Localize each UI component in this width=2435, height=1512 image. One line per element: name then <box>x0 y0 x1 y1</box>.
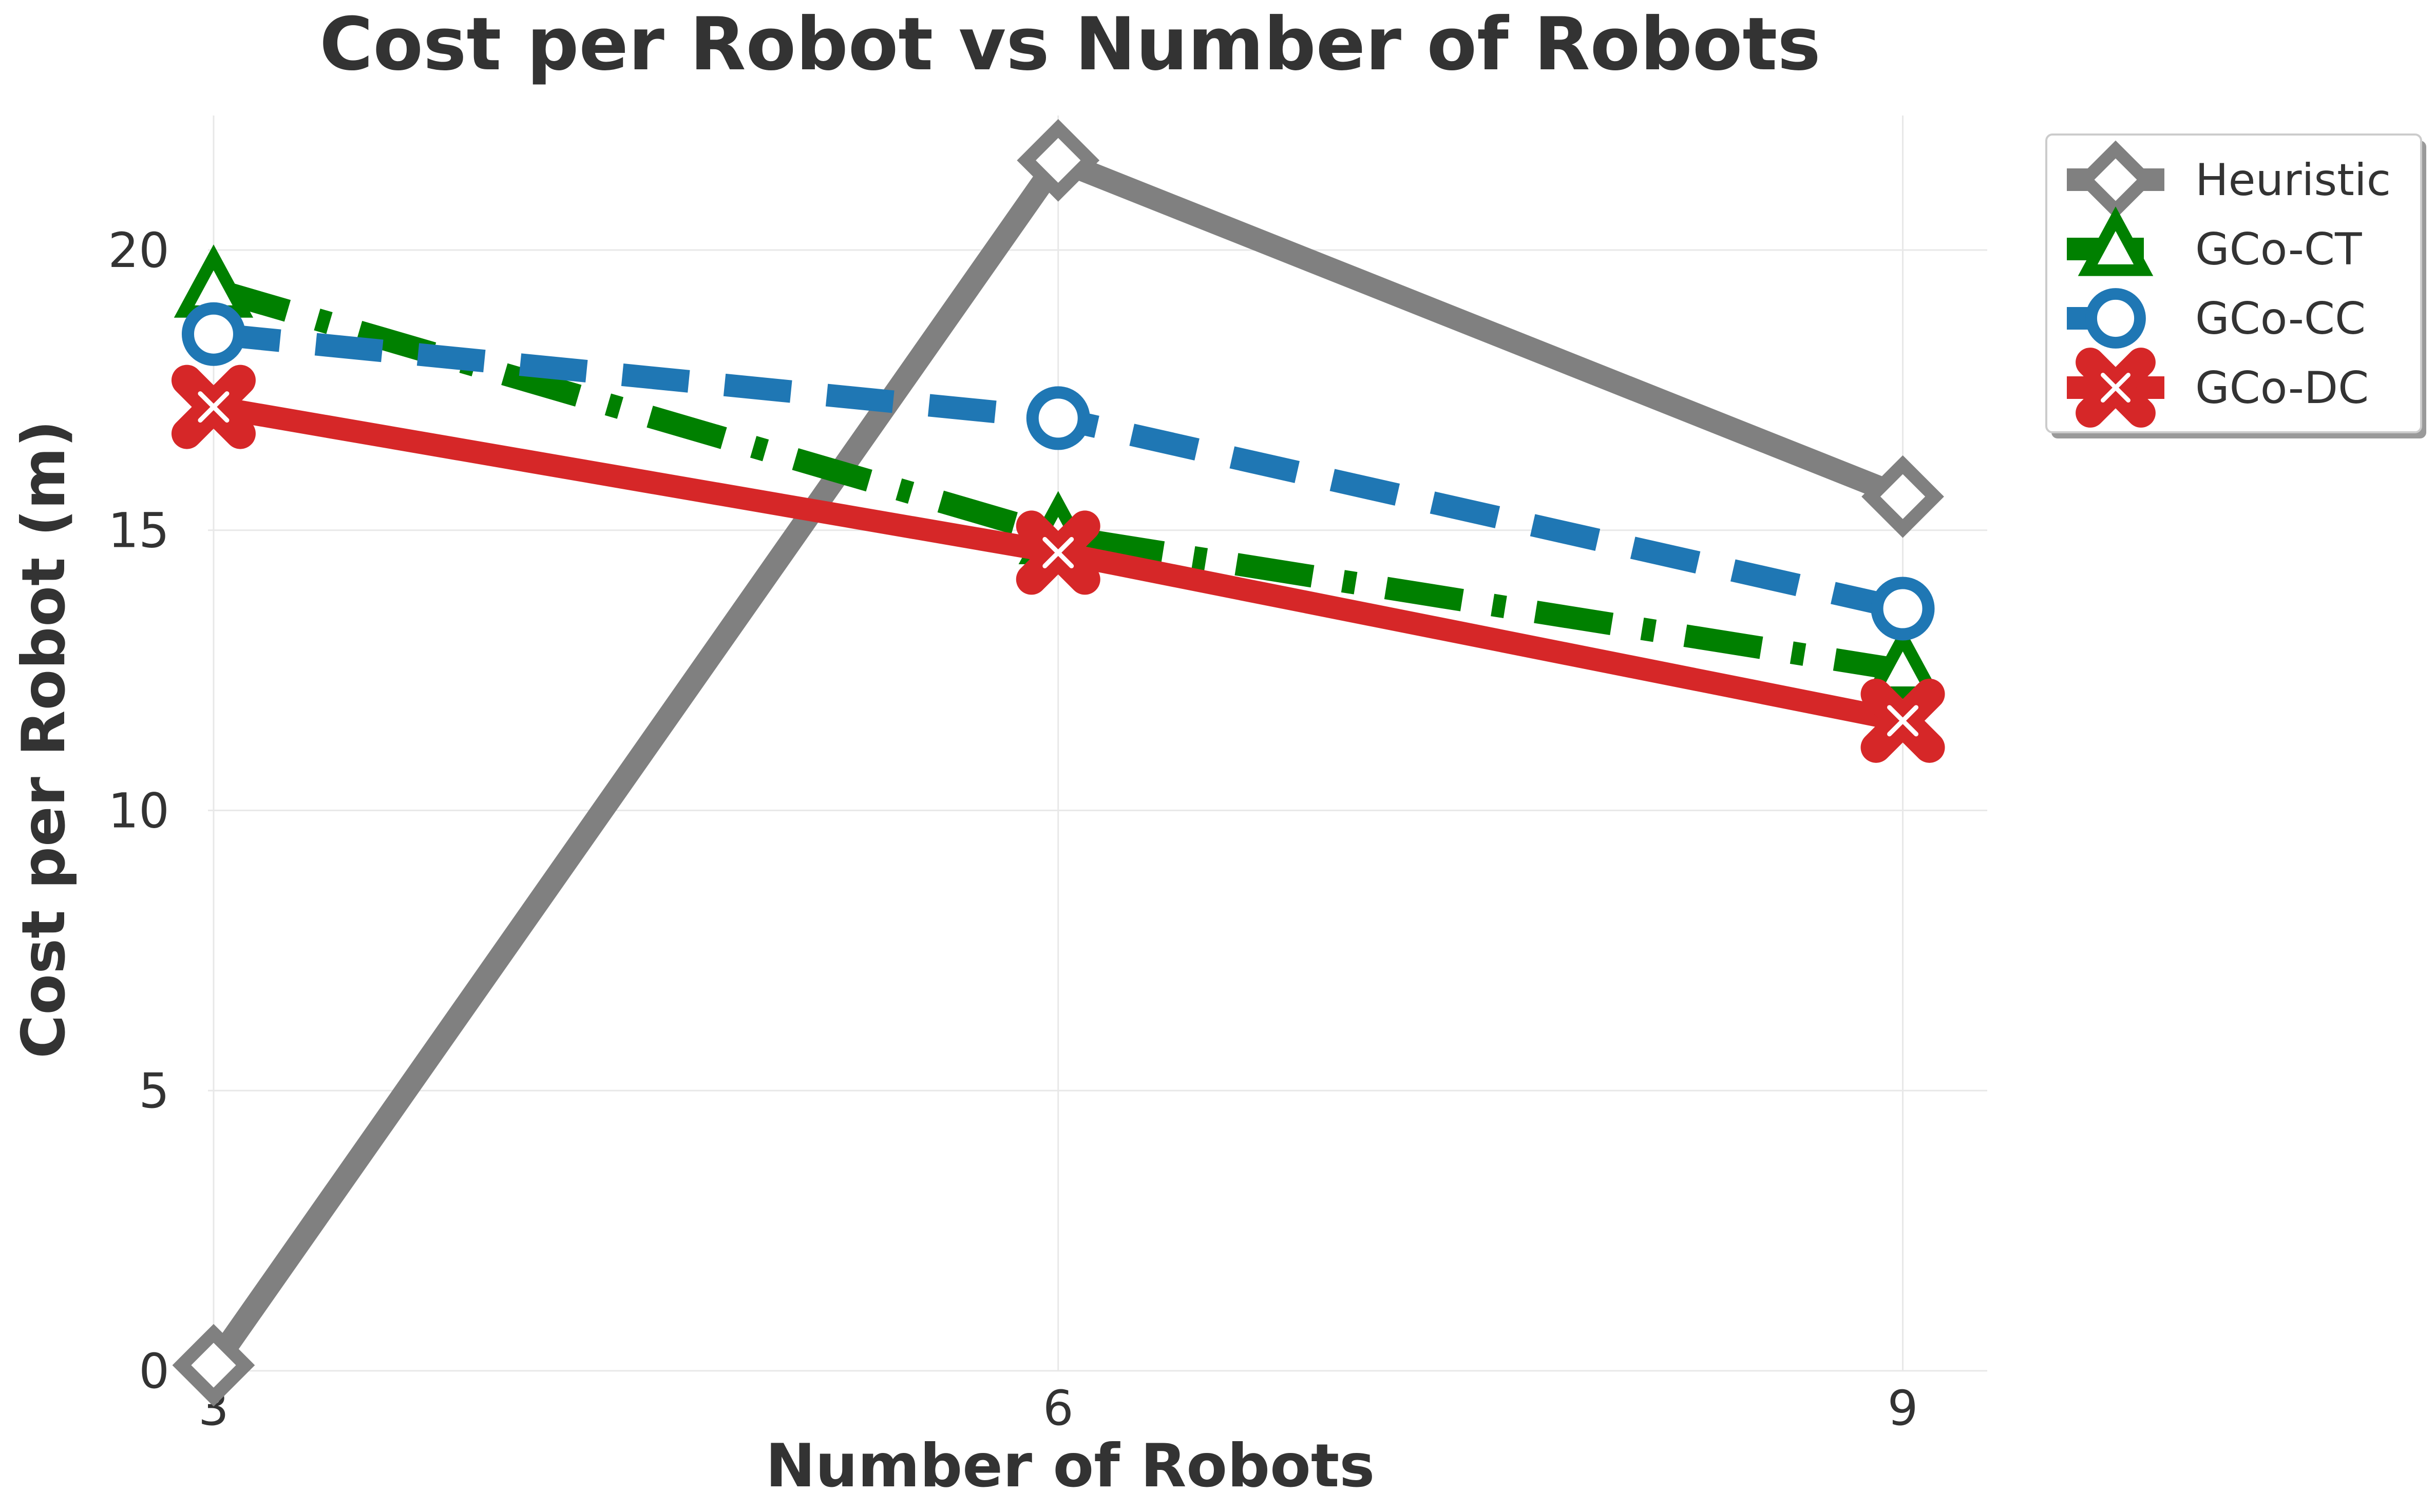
y-tick-label: 5 <box>139 1063 169 1119</box>
y-axis-label: Cost per Robot (m) <box>9 420 79 1059</box>
legend-marker-gco-ct <box>2078 206 2154 276</box>
chart-title: Cost per Robot vs Number of Robots <box>319 2 1821 87</box>
legend-label: Heuristic <box>2195 155 2391 206</box>
y-tick-label: 20 <box>108 223 169 279</box>
data-point-heuristic <box>1017 119 1100 202</box>
series-heuristic <box>172 119 1944 1407</box>
data-point-gco-dc <box>171 365 256 449</box>
legend-item-heuristic: Heuristic <box>2067 140 2391 219</box>
data-point-gco-dc <box>1016 510 1100 595</box>
legend: Heuristic GCo-CT GCo-CC GCo-DC <box>2045 133 2426 438</box>
data-point-heuristic <box>172 1324 255 1407</box>
data-point-gco-dc <box>1860 678 1945 763</box>
data-point-gco-cc <box>1871 577 1935 641</box>
y-tick-label: 0 <box>139 1344 169 1400</box>
y-tick-label: 15 <box>108 503 169 559</box>
y-tick-label: 10 <box>108 783 169 839</box>
data-point-gco-cc <box>1026 386 1090 450</box>
x-tick-label: 6 <box>1043 1381 1074 1437</box>
series-gco-cc <box>181 302 1935 641</box>
legend-item-gco-dc: GCo-DC <box>2067 348 2369 428</box>
legend-item-gco-ct: GCo-CT <box>2067 206 2362 276</box>
legend-marker-gco-cc <box>2085 288 2146 349</box>
x-axis-label: Number of Robots <box>766 1431 1375 1501</box>
data-point-gco-cc <box>181 302 245 366</box>
data-point-heuristic <box>1861 455 1944 538</box>
series-gco-dc <box>171 365 1945 763</box>
legend-item-gco-cc: GCo-CC <box>2067 288 2366 349</box>
series-lines <box>171 119 1945 1407</box>
grid <box>208 116 1987 1372</box>
x-tick-label: 9 <box>1888 1381 1918 1437</box>
legend-label: GCo-CT <box>2195 224 2362 275</box>
legend-label: GCo-DC <box>2195 362 2369 414</box>
legend-label: GCo-CC <box>2195 293 2366 344</box>
data-point-gco-ct <box>1863 625 1943 699</box>
legend-marker-gco-dc <box>2076 348 2156 428</box>
